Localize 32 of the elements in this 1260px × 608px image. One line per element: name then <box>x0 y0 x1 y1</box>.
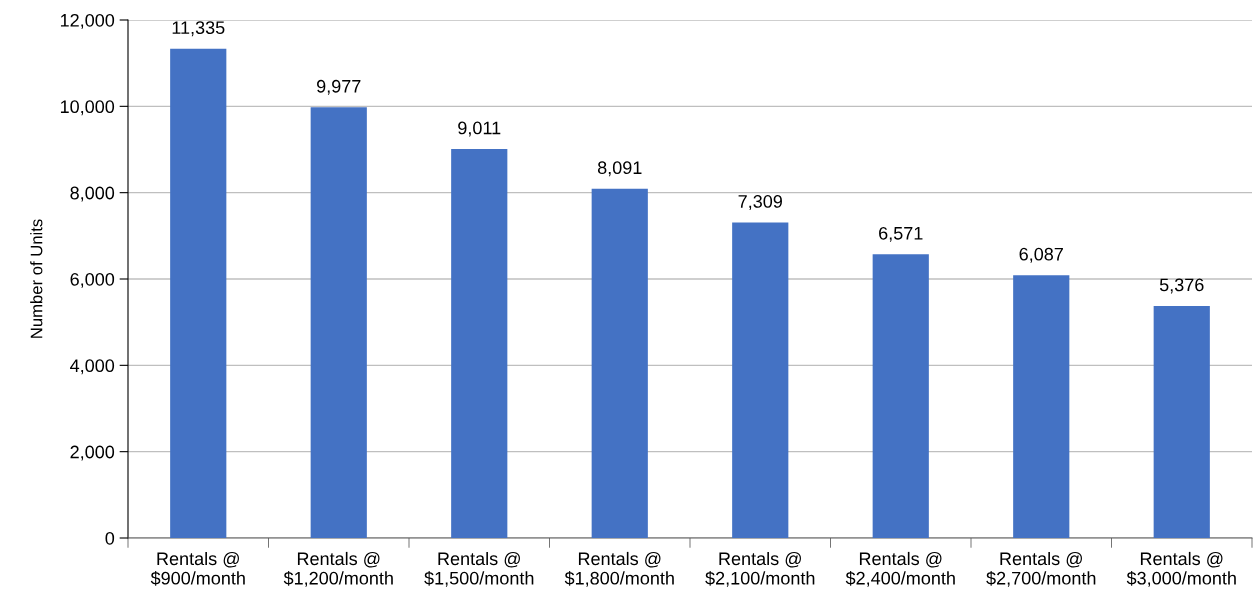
data-label: 9,977 <box>317 79 361 95</box>
x-tick-label: Rentals @ $1,800/month <box>564 551 674 587</box>
bar <box>451 149 508 538</box>
y-tick-label: 0 <box>105 531 115 545</box>
y-tick-label: 8,000 <box>70 186 115 202</box>
y-tick-label: 6,000 <box>70 272 115 288</box>
data-label: 8,091 <box>597 161 642 177</box>
data-label: 6,087 <box>1019 247 1063 263</box>
y-tick-label: 10,000 <box>60 100 115 116</box>
x-tick-label: Rentals @ $1,500/month <box>424 551 534 587</box>
x-tick-label: Rentals @ $3,000/month <box>1126 551 1236 587</box>
data-label: 7,309 <box>738 195 782 210</box>
x-tick-label: Rentals @ $1,200/month <box>283 551 393 587</box>
bar <box>310 107 367 538</box>
bar <box>1153 305 1210 538</box>
bar <box>170 48 227 538</box>
bar <box>732 222 789 538</box>
x-tick-label: Rentals @ $2,700/month <box>986 551 1096 587</box>
bar <box>1013 275 1070 538</box>
y-axis-title: Number of Units <box>30 219 43 338</box>
y-tick-label: 2,000 <box>70 445 115 461</box>
x-tick-label: Rentals @ $900/month <box>150 551 245 586</box>
x-tick-label: Rentals @ $2,400/month <box>845 551 955 587</box>
x-tick-label: Rentals @ $2,100/month <box>705 551 815 587</box>
data-label: 6,571 <box>879 226 923 242</box>
y-tick-label: 4,000 <box>70 359 115 375</box>
data-label: 5,376 <box>1159 278 1204 294</box>
data-label: 11,335 <box>172 21 225 37</box>
bar <box>872 254 929 538</box>
y-tick-label: 12,000 <box>60 13 115 29</box>
bar <box>591 188 648 538</box>
data-label: 9,011 <box>458 121 501 137</box>
